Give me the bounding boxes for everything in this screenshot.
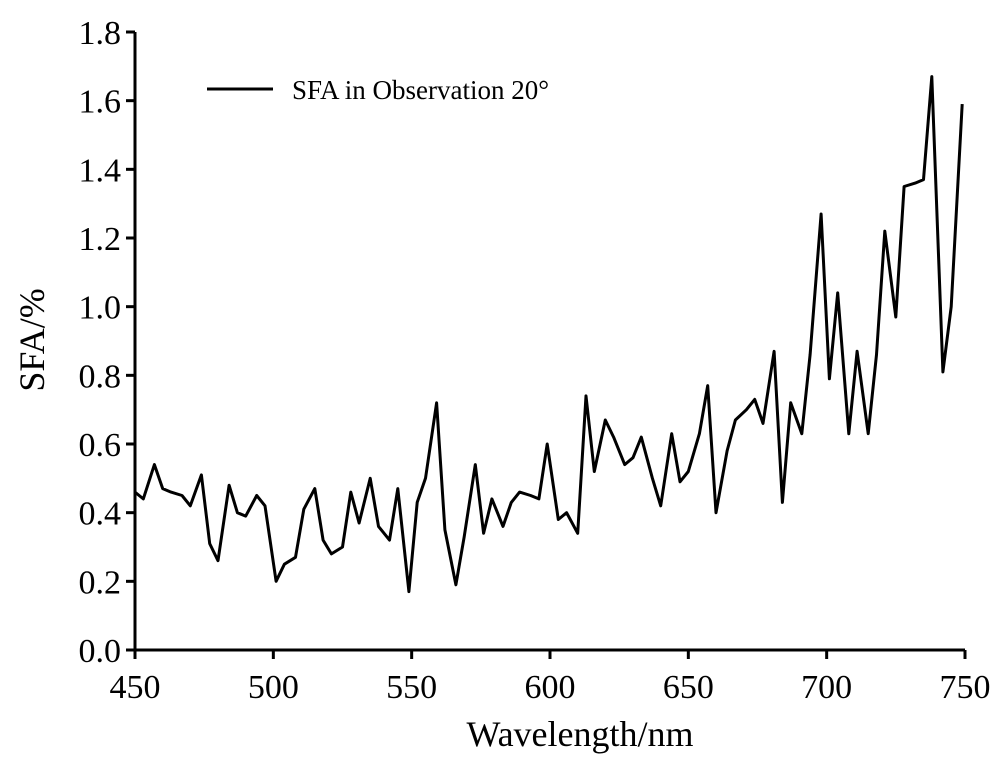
y-tick-label: 1.6 [79,84,122,121]
y-tick-label: 0.2 [79,564,122,601]
y-tick-label: 0.4 [79,496,122,533]
y-tick-label: 1.8 [79,15,122,52]
x-tick-label: 750 [940,669,991,706]
y-tick-label: 0.8 [79,358,122,395]
x-ticks: 450 500 550 600 650 700 750 [110,650,991,706]
x-tick-label: 500 [248,669,299,706]
y-tick-label: 0.6 [79,427,122,464]
x-axis-title: Wavelength/nm [466,714,693,754]
legend: SFA in Observation 20° [207,75,549,105]
y-axis-title: SFA/% [12,288,52,391]
x-tick-label: 600 [525,669,576,706]
x-tick-label: 650 [663,669,714,706]
y-tick-label: 1.4 [79,152,122,189]
y-tick-label: 0.0 [79,633,122,670]
y-ticks: 0.0 0.2 0.4 0.6 0.8 1.0 1.2 1.4 1.6 1.8 [79,15,135,670]
x-tick-label: 700 [801,669,852,706]
legend-label: SFA in Observation 20° [292,75,549,105]
y-tick-label: 1.2 [79,221,122,258]
x-tick-label: 450 [110,669,161,706]
y-tick-label: 1.0 [79,290,122,327]
x-tick-label: 550 [386,669,437,706]
series-line [134,75,964,594]
